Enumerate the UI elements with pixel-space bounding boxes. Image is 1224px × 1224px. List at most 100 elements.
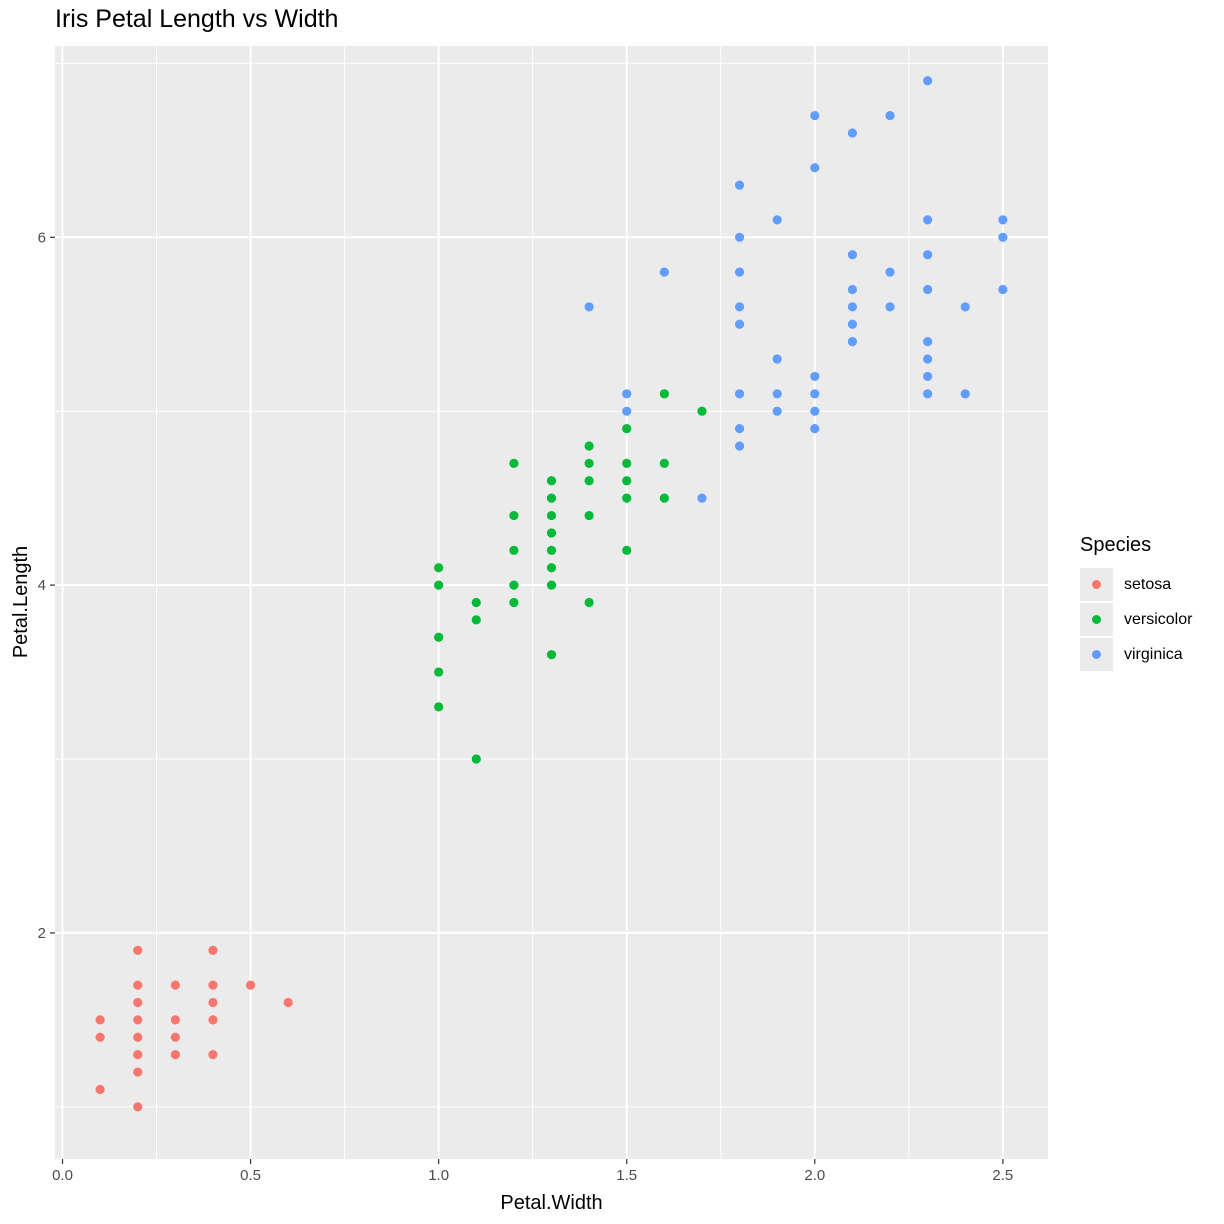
data-point-versicolor [622, 423, 632, 434]
legend-item-versicolor: versicolor [1080, 602, 1192, 637]
data-point-setosa [133, 1050, 143, 1060]
data-point-versicolor [546, 510, 557, 521]
data-point-virginica [847, 250, 858, 260]
data-point-setosa [170, 1050, 180, 1060]
data-point-setosa [208, 980, 218, 990]
data-point-virginica [810, 389, 820, 399]
data-point-versicolor [622, 458, 632, 468]
data-point-versicolor [434, 632, 444, 642]
data-point-virginica [734, 232, 745, 242]
data-point-versicolor [584, 510, 594, 521]
data-point-versicolor [584, 597, 594, 608]
data-point-virginica [923, 215, 933, 225]
data-point-versicolor [434, 667, 444, 677]
tick-labels: 0.0 0.5 1.0 1.5 2.0 2.5 2 4 6 [38, 229, 1014, 1184]
data-point-virginica [923, 76, 933, 86]
data-point-virginica [734, 441, 745, 451]
data-point-virginica [734, 423, 745, 434]
legend-key [1080, 638, 1113, 671]
data-point-setosa [208, 1015, 218, 1025]
data-point-setosa [283, 997, 293, 1008]
data-point-virginica [734, 267, 745, 277]
data-point-versicolor [584, 476, 594, 486]
data-point-virginica [734, 389, 745, 399]
data-point-setosa [95, 1032, 105, 1042]
data-point-setosa [133, 1067, 143, 1077]
data-point-setosa [95, 1015, 105, 1025]
plot-panel [55, 46, 1048, 1159]
data-point-versicolor [509, 545, 519, 555]
data-point-virginica [810, 163, 820, 173]
data-point-versicolor [546, 563, 557, 573]
data-point-virginica [998, 232, 1008, 242]
minor-gridlines [55, 46, 1048, 1159]
data-point-versicolor [509, 580, 519, 590]
data-point-versicolor [659, 389, 669, 399]
data-point-versicolor [509, 458, 519, 468]
data-point-setosa [208, 945, 218, 955]
data-point-setosa [133, 997, 143, 1008]
data-point-virginica [622, 389, 632, 399]
data-point-virginica [810, 371, 820, 382]
data-point-virginica [998, 215, 1008, 225]
y-axis-title: Petal.Length [10, 546, 32, 658]
data-point-virginica [923, 250, 933, 260]
data-point-setosa [208, 1050, 218, 1060]
data-point-virginica [885, 267, 895, 277]
data-point-virginica [810, 423, 820, 434]
x-tick-label: 2.5 [992, 1167, 1013, 1184]
legend-label: virginica [1124, 645, 1183, 663]
data-point-virginica [772, 389, 782, 399]
legend-dot-icon [1092, 580, 1101, 589]
data-point-virginica [998, 284, 1008, 295]
data-point-virginica [847, 302, 858, 312]
data-point-setosa [95, 1084, 105, 1095]
data-point-virginica [734, 319, 745, 329]
legend-label: setosa [1124, 575, 1172, 593]
data-point-virginica [923, 337, 933, 347]
x-tick-label: 2.0 [804, 1167, 825, 1184]
data-point-setosa [133, 1102, 143, 1112]
major-gridlines [55, 46, 1048, 1159]
legend-key [1080, 568, 1113, 601]
y-tick-label: 6 [38, 229, 46, 246]
data-point-setosa [208, 997, 218, 1008]
data-point-setosa [170, 1015, 180, 1025]
x-tick-label: 0.0 [52, 1167, 73, 1184]
x-axis-title: Petal.Width [500, 1192, 602, 1214]
x-tick-label: 0.5 [240, 1167, 261, 1184]
data-point-versicolor [546, 650, 557, 660]
data-point-versicolor [584, 458, 594, 468]
data-point-versicolor [434, 580, 444, 590]
x-tick-label: 1.0 [428, 1167, 449, 1184]
data-point-versicolor [471, 615, 481, 625]
y-tick-label: 4 [38, 577, 46, 594]
data-point-versicolor [509, 510, 519, 521]
data-point-virginica [622, 406, 632, 416]
data-point-virginica [697, 493, 707, 503]
data-point-virginica [923, 354, 933, 364]
data-point-virginica [772, 354, 782, 364]
data-point-setosa [133, 1015, 143, 1025]
data-point-setosa [133, 980, 143, 990]
data-point-virginica [885, 302, 895, 312]
data-point-versicolor [471, 597, 481, 608]
data-point-virginica [847, 337, 858, 347]
data-point-versicolor [434, 702, 444, 712]
y-tick-label: 2 [38, 925, 46, 942]
legend-item-setosa: setosa [1080, 567, 1192, 602]
data-point-virginica [584, 302, 594, 312]
data-point-virginica [960, 389, 970, 399]
data-point-versicolor [471, 754, 481, 764]
data-point-versicolor [659, 493, 669, 503]
data-point-virginica [847, 319, 858, 329]
data-point-versicolor [546, 493, 557, 503]
data-point-setosa [170, 1032, 180, 1042]
data-point-versicolor [584, 441, 594, 451]
data-point-versicolor [546, 476, 557, 486]
data-point-versicolor [622, 545, 632, 555]
data-point-versicolor [546, 545, 557, 555]
axis-ticks [50, 236, 1004, 1164]
data-point-virginica [810, 406, 820, 416]
